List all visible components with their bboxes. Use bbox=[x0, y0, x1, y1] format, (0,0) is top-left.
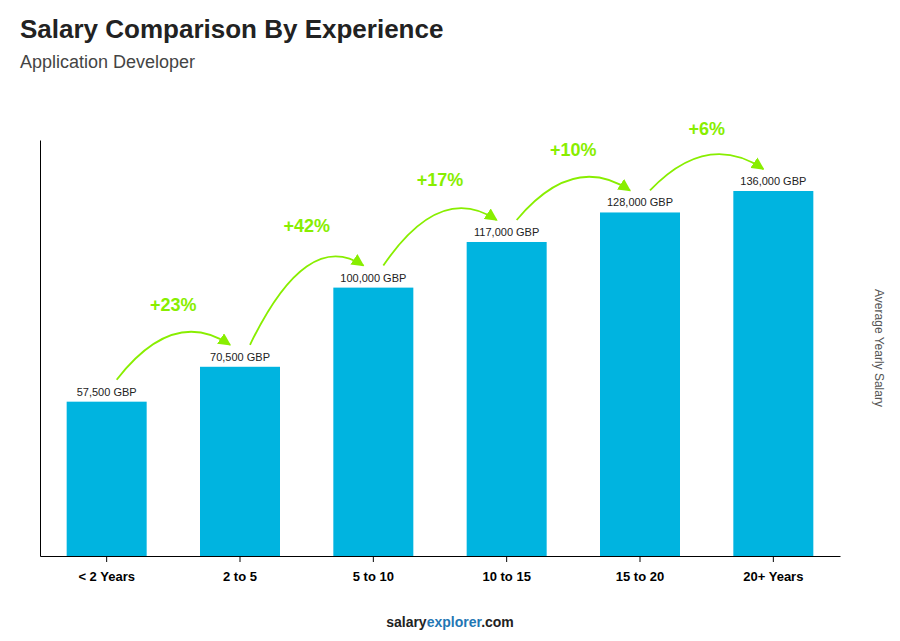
data-label: 70,500 GBP bbox=[210, 351, 270, 363]
change-label: +6% bbox=[688, 119, 725, 139]
change-arrow bbox=[650, 154, 763, 190]
x-tick-mark bbox=[373, 556, 374, 562]
x-tick-label: 15 to 20 bbox=[616, 569, 664, 584]
bar bbox=[333, 288, 413, 556]
footer: salaryexplorer.com bbox=[386, 614, 514, 630]
data-label: 57,500 GBP bbox=[77, 386, 137, 398]
change-arrow bbox=[383, 208, 496, 265]
subtitle: Application Developer bbox=[20, 52, 195, 72]
chart: Salary Comparison By Experience Applicati… bbox=[0, 0, 900, 641]
x-tick-label: 5 to 10 bbox=[353, 569, 394, 584]
x-tick-label: 10 to 15 bbox=[482, 569, 530, 584]
change-arrow bbox=[250, 256, 363, 344]
x-tick-label: 2 to 5 bbox=[223, 569, 257, 584]
x-tick: 15 to 20 bbox=[616, 556, 664, 584]
y-axis bbox=[40, 141, 41, 557]
data-label: 100,000 GBP bbox=[340, 272, 406, 284]
x-axis-line bbox=[41, 556, 841, 557]
annotations: +23% +42% +17% +10% +6% bbox=[117, 119, 764, 380]
x-tick-label: < 2 Years bbox=[78, 569, 135, 584]
change-arrow bbox=[517, 177, 630, 220]
data-label: 117,000 GBP bbox=[474, 226, 539, 238]
x-tick-mark bbox=[106, 556, 107, 562]
bar bbox=[600, 212, 680, 556]
x-tick-mark bbox=[240, 556, 241, 562]
change-arrow bbox=[117, 332, 230, 380]
plot: < 2 Years 2 to 5 5 to 10 10 to 15 15 to 20 20… bbox=[41, 119, 841, 584]
x-tick: 5 to 10 bbox=[353, 556, 394, 584]
footer-part: .com bbox=[481, 614, 514, 630]
data-labels: 57,500 GBP 70,500 GBP 100,000 GBP 117,000 G… bbox=[77, 175, 807, 398]
bars bbox=[67, 191, 814, 556]
y-axis-line bbox=[40, 141, 41, 557]
x-tick-mark bbox=[506, 556, 507, 562]
bar bbox=[67, 402, 147, 556]
bar bbox=[200, 367, 280, 556]
x-tick-label: 20+ Years bbox=[743, 569, 803, 584]
bar bbox=[733, 191, 813, 556]
x-tick: 10 to 15 bbox=[482, 556, 530, 584]
title: Salary Comparison By Experience bbox=[20, 14, 443, 44]
change-label: +42% bbox=[283, 216, 330, 236]
footer-part: explorer bbox=[427, 614, 483, 630]
bar bbox=[467, 242, 547, 556]
x-tick: 2 to 5 bbox=[223, 556, 257, 584]
x-tick: < 2 Years bbox=[78, 556, 135, 584]
data-label: 128,000 GBP bbox=[607, 196, 673, 208]
change-label: +10% bbox=[550, 140, 597, 160]
change-label: +23% bbox=[150, 295, 197, 315]
x-axis: < 2 Years 2 to 5 5 to 10 10 to 15 15 to 20 20… bbox=[41, 556, 841, 584]
x-tick-mark bbox=[640, 556, 641, 562]
change-label: +17% bbox=[417, 170, 464, 190]
x-tick-mark bbox=[773, 556, 774, 562]
x-tick: 20+ Years bbox=[743, 556, 803, 584]
y-axis-title: Average Yearly Salary bbox=[872, 289, 886, 407]
data-label: 136,000 GBP bbox=[740, 175, 806, 187]
footer-part: salary bbox=[386, 614, 427, 630]
